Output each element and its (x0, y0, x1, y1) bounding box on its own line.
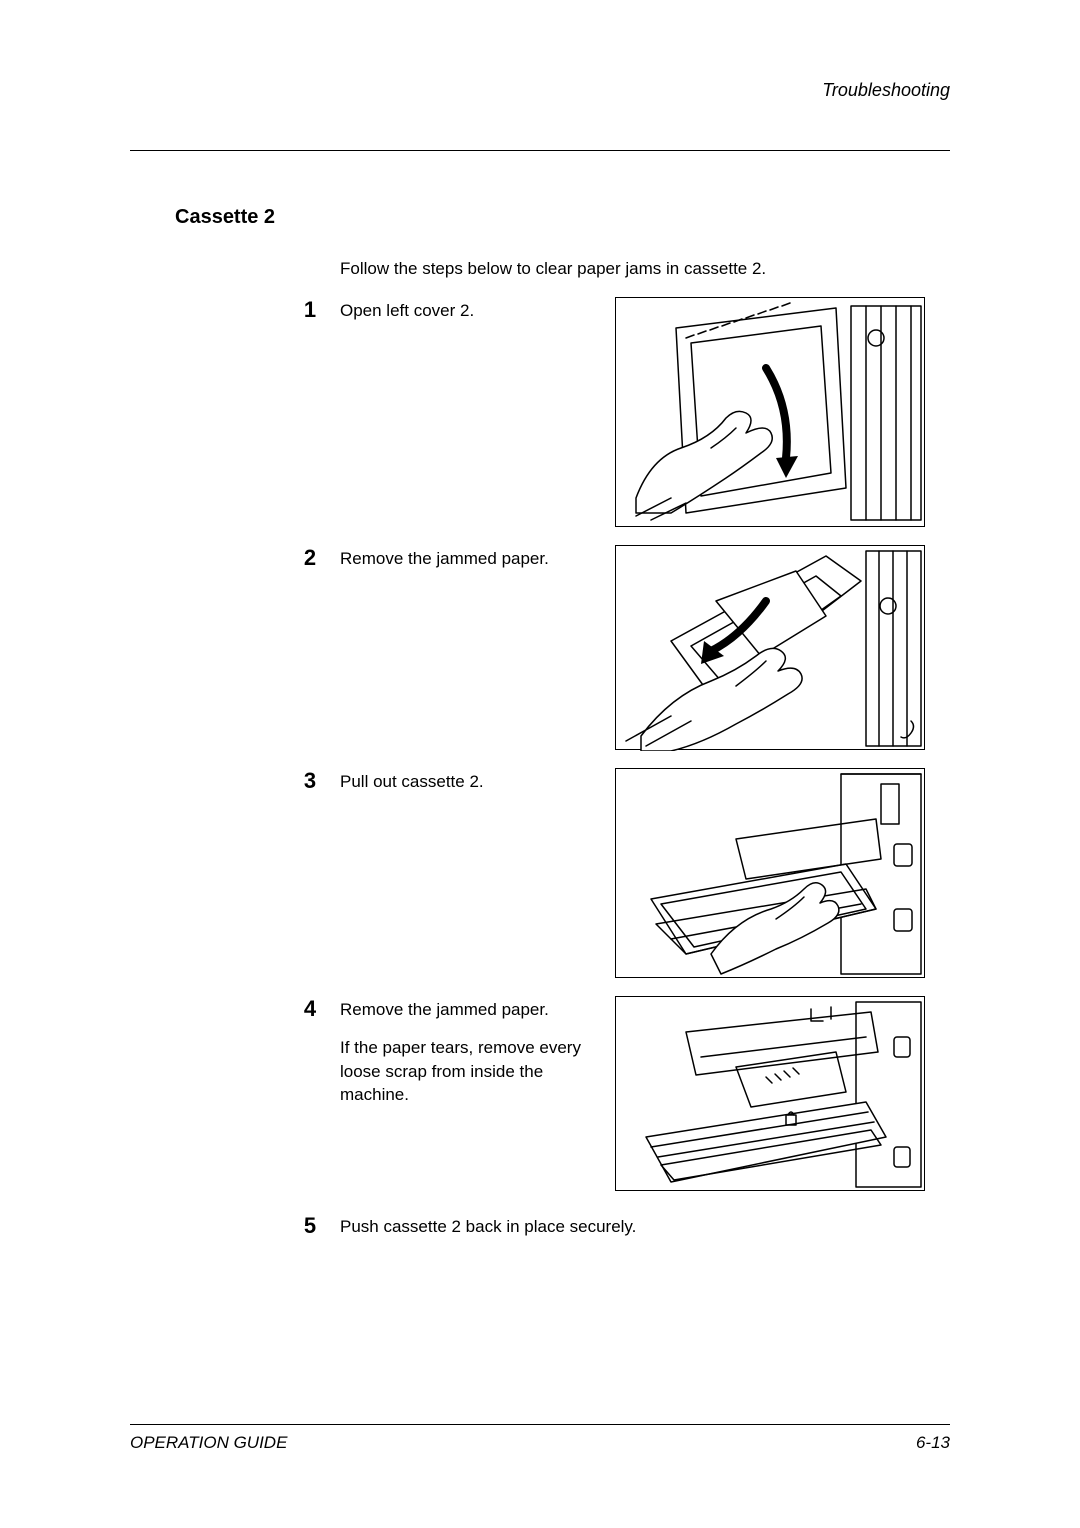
step-text: Remove the jammed paper. (340, 545, 590, 571)
step-number: 5 (295, 1213, 325, 1239)
step-4: 4 Remove the jammed paper. If the paper … (295, 996, 950, 1191)
footer-left: OPERATION GUIDE (130, 1433, 287, 1453)
illustration-remove-jammed-paper-cassette (615, 996, 925, 1191)
footer-page-number: 6-13 (916, 1433, 950, 1453)
illustration-open-left-cover (615, 297, 925, 527)
step-text: Push cassette 2 back in place securely. (340, 1213, 840, 1239)
page-header: Troubleshooting (130, 80, 950, 120)
step-text: Pull out cassette 2. (340, 768, 590, 794)
step-5: 5 Push cassette 2 back in place securely… (295, 1213, 950, 1253)
step-2: 2 Remove the jammed paper. (295, 545, 950, 750)
step-text: Open left cover 2. (340, 297, 590, 323)
footer-rule (130, 1424, 950, 1425)
step-number: 1 (295, 297, 325, 323)
heading-cassette: Cassette 2 (175, 206, 950, 229)
illustration-remove-jammed-paper-cover (615, 545, 925, 750)
section-label: Troubleshooting (822, 80, 950, 101)
page: Troubleshooting Cassette 2 Follow the st… (0, 0, 1080, 1528)
step-3: 3 Pull out cassette 2. (295, 768, 950, 978)
illustration-pull-out-cassette (615, 768, 925, 978)
intro-text: Follow the steps below to clear paper ja… (340, 259, 950, 279)
step-number: 4 (295, 996, 325, 1022)
step-number: 3 (295, 768, 325, 794)
page-footer: OPERATION GUIDE 6-13 (130, 1424, 950, 1453)
step-number: 2 (295, 545, 325, 571)
step-text: Remove the jammed paper. If the paper te… (340, 996, 590, 1107)
step-1: 1 Open left cover 2. (295, 297, 950, 527)
header-rule (130, 150, 950, 151)
